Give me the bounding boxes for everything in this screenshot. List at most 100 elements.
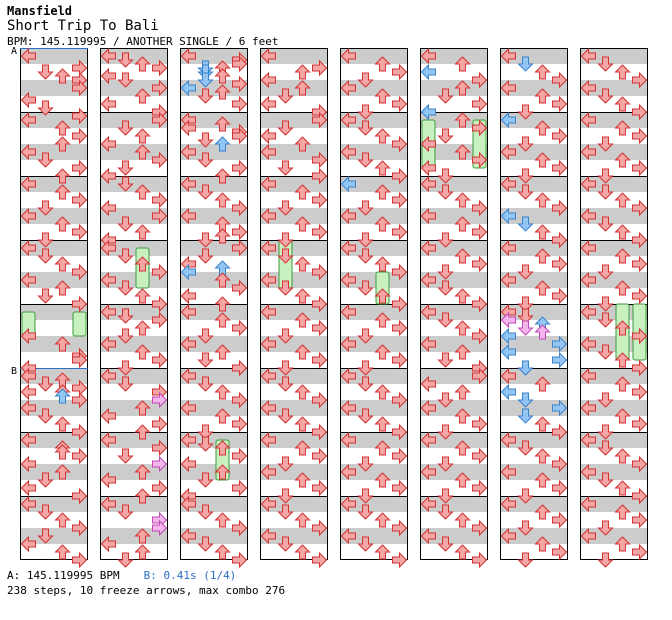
step-arrow-icon xyxy=(134,88,151,104)
stripe-band xyxy=(260,464,328,480)
step-arrow-icon xyxy=(437,392,454,408)
step-arrow-icon xyxy=(500,143,516,161)
step-arrow-icon xyxy=(134,400,151,416)
step-arrow-icon xyxy=(534,120,551,136)
step-arrow-icon xyxy=(517,168,534,184)
step-arrow-icon xyxy=(37,504,54,520)
step-arrow-icon xyxy=(614,480,631,496)
step-arrow-icon xyxy=(20,495,36,513)
step-arrow-icon xyxy=(72,295,88,313)
step-arrow-icon xyxy=(100,535,116,553)
step-arrow-icon xyxy=(277,488,294,504)
step-arrow-icon xyxy=(614,352,631,368)
step-arrow-icon xyxy=(100,271,116,289)
step-arrow-icon xyxy=(117,160,134,176)
stripe-band xyxy=(420,304,488,320)
step-arrow-icon xyxy=(420,527,436,545)
step-arrow-icon xyxy=(500,327,516,345)
step-arrow-icon xyxy=(472,519,488,537)
step-arrow-icon xyxy=(357,488,374,504)
step-arrow-icon xyxy=(312,351,328,369)
stripe-band xyxy=(20,208,88,224)
step-arrow-icon xyxy=(517,488,534,504)
step-arrow-icon xyxy=(312,263,328,281)
step-arrow-icon xyxy=(117,308,134,324)
step-arrow-icon xyxy=(357,200,374,216)
step-arrow-icon xyxy=(580,367,596,385)
step-arrow-icon xyxy=(374,160,391,176)
step-arrow-icon xyxy=(517,184,534,200)
step-arrow-icon xyxy=(580,143,596,161)
step-arrow-icon xyxy=(374,56,391,72)
step-arrow-icon xyxy=(580,47,596,65)
step-arrow-icon xyxy=(20,47,36,65)
step-arrow-icon xyxy=(340,463,356,481)
step-arrow-icon xyxy=(232,551,248,568)
stripe-band xyxy=(580,240,648,256)
step-arrow-icon xyxy=(552,479,568,497)
stripe-band xyxy=(260,272,328,288)
step-arrow-icon xyxy=(420,303,436,321)
stripe-band xyxy=(420,464,488,480)
step-arrow-icon xyxy=(437,312,454,328)
step-arrow-icon xyxy=(340,399,356,417)
step-arrow-icon xyxy=(357,280,374,296)
stripe-band xyxy=(420,144,488,160)
stripe-band xyxy=(340,208,408,224)
step-arrow-icon xyxy=(420,399,436,417)
stripe-band xyxy=(420,272,488,288)
step-arrow-icon xyxy=(197,436,214,452)
stripe-band xyxy=(340,496,408,512)
step-arrow-icon xyxy=(54,256,71,272)
step-arrow-icon xyxy=(357,328,374,344)
step-arrow-icon xyxy=(277,200,294,216)
step-arrow-icon xyxy=(232,127,248,145)
step-arrow-icon xyxy=(632,327,648,345)
step-arrow-icon xyxy=(100,95,116,113)
step-arrow-icon xyxy=(260,47,276,65)
step-arrow-icon xyxy=(54,168,71,184)
stripe-band xyxy=(420,496,488,512)
step-arrow-icon xyxy=(614,376,631,392)
step-arrow-icon xyxy=(312,479,328,497)
stripe-band xyxy=(260,240,328,256)
stripe-band xyxy=(500,528,568,544)
step-arrow-icon xyxy=(54,184,71,200)
step-arrow-icon xyxy=(294,344,311,360)
step-arrow-icon xyxy=(197,232,214,248)
step-arrow-icon xyxy=(517,552,534,568)
step-arrow-icon xyxy=(152,351,168,369)
step-arrow-icon xyxy=(632,383,648,401)
step-arrow-icon xyxy=(632,159,648,177)
step-arrow-icon xyxy=(374,384,391,400)
stripe-band xyxy=(500,144,568,160)
step-arrow-icon xyxy=(232,279,248,297)
stripe-band xyxy=(180,464,248,480)
step-arrow-icon xyxy=(392,167,408,185)
stripe-band xyxy=(20,400,88,416)
step-arrow-icon xyxy=(454,288,471,304)
step-arrow-icon xyxy=(312,519,328,537)
stripe-band xyxy=(180,240,248,256)
step-arrow-icon xyxy=(214,296,231,312)
step-arrow-icon xyxy=(534,376,551,392)
step-arrow-icon xyxy=(420,175,436,193)
step-arrow-icon xyxy=(374,440,391,456)
step-arrow-icon xyxy=(472,479,488,497)
stripe-band xyxy=(180,112,248,128)
step-arrow-icon xyxy=(454,408,471,424)
step-arrow-icon xyxy=(134,184,151,200)
step-arrow-icon xyxy=(340,431,356,449)
stripe-band xyxy=(260,304,328,320)
step-arrow-icon xyxy=(517,264,534,280)
stripe-band xyxy=(500,304,568,320)
step-arrow-icon xyxy=(100,367,116,385)
step-arrow-icon xyxy=(54,464,71,480)
stripe-band xyxy=(20,304,88,320)
stripe-band xyxy=(580,432,648,448)
step-arrow-icon xyxy=(517,320,534,336)
step-arrow-icon xyxy=(260,367,276,385)
stripe-band xyxy=(420,80,488,96)
step-arrow-icon xyxy=(632,487,648,505)
step-arrow-icon xyxy=(392,551,408,568)
